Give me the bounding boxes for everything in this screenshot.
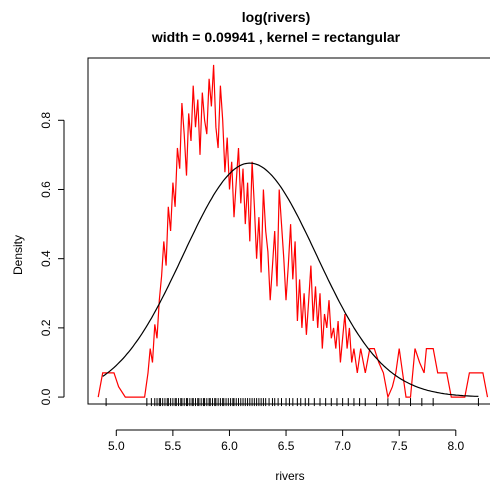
y-tick-label: 0.0 (39, 388, 53, 405)
chart-subtitle: width = 0.09941 , kernel = rectangular (151, 29, 401, 45)
x-tick-label: 5.5 (165, 439, 182, 453)
y-axis-label: Density (11, 235, 25, 275)
normal-curve (102, 162, 479, 397)
x-tick-label: 5.0 (108, 439, 125, 453)
y-tick-label: 0.2 (39, 319, 53, 336)
y-tick-label: 0.4 (39, 250, 53, 267)
y-axis: 0.0 0.2 0.4 0.6 0.8 (39, 112, 65, 405)
x-tick-label: 7.0 (334, 439, 351, 453)
x-axis-label: rivers (275, 469, 304, 483)
x-tick-label: 6.5 (278, 439, 295, 453)
density-curve (97, 64, 489, 400)
rug-marks (105, 398, 479, 407)
x-tick-label: 8.0 (447, 439, 464, 453)
x-tick-label: 6.0 (221, 439, 238, 453)
y-tick-label: 0.6 (39, 181, 53, 198)
density-lines (97, 64, 489, 400)
plot-frame (87, 57, 490, 405)
x-tick-label: 7.5 (391, 439, 408, 453)
chart-title: log(rivers) (242, 9, 310, 25)
y-tick-label: 0.8 (39, 112, 53, 129)
x-axis: 5.0 5.5 6.0 6.5 7.0 7.5 8.0 (108, 429, 464, 453)
